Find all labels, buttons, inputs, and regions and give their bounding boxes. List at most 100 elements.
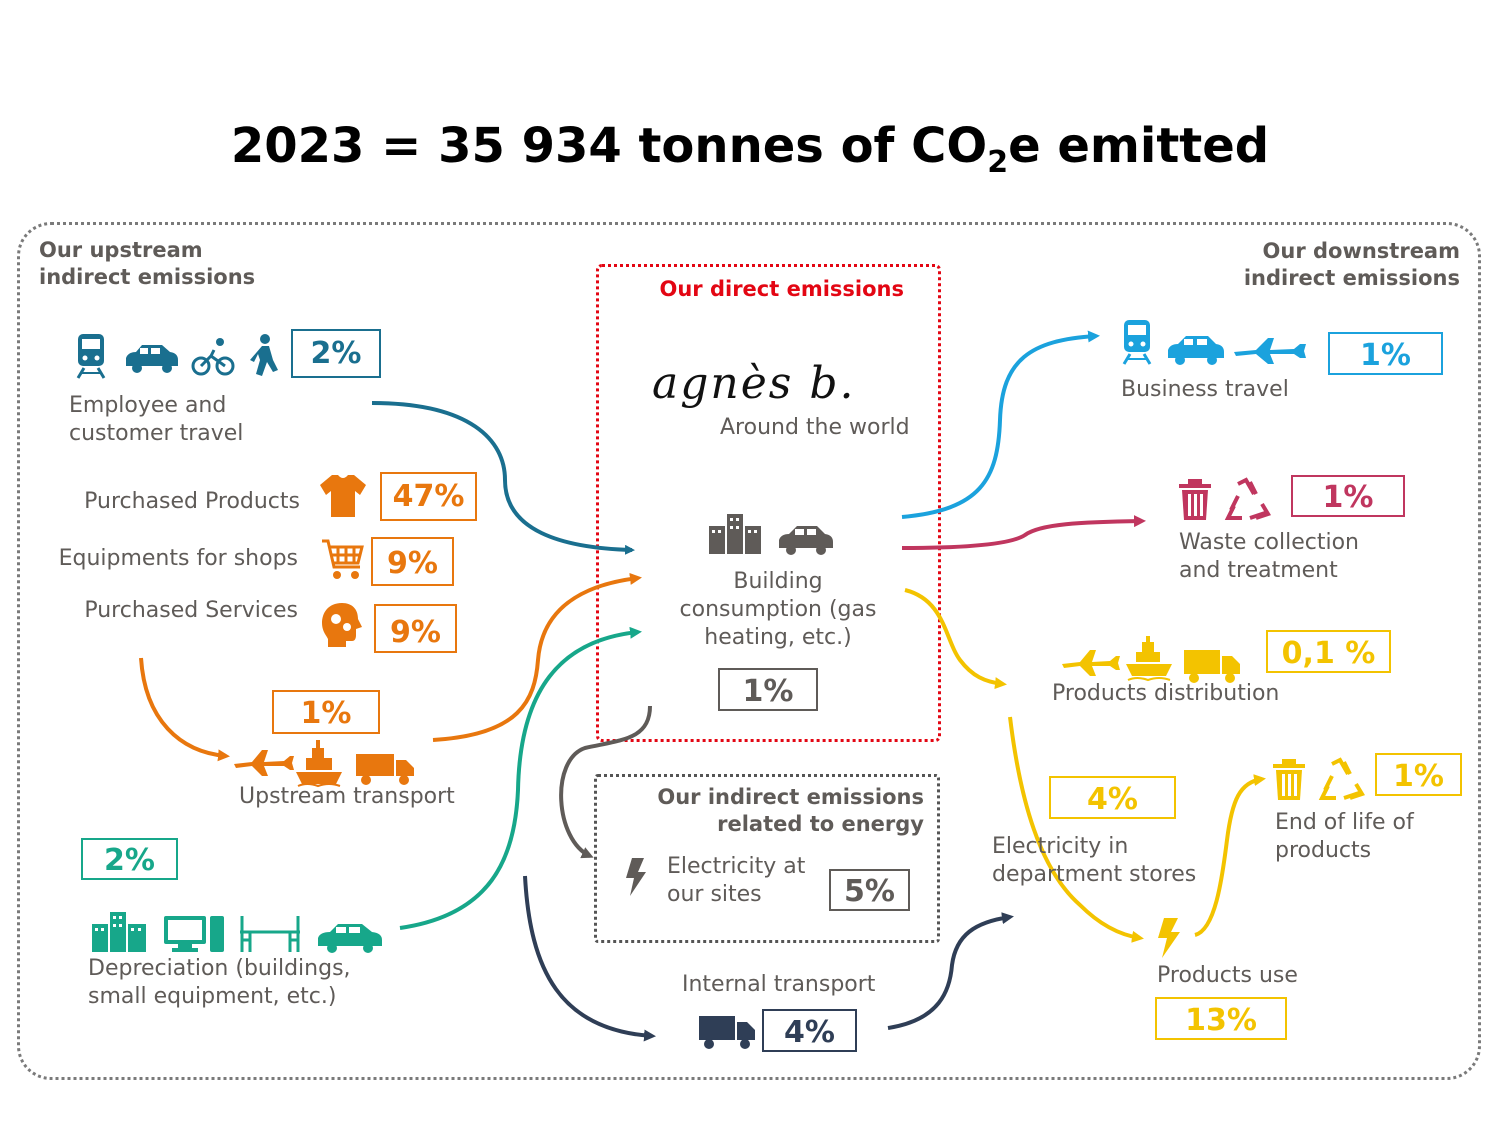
arrow-employee-travel [371,401,635,555]
distribution-label: Products distribution [1052,681,1280,706]
ship-icon [1126,636,1172,682]
downstream-heading-line2: indirect emissions [1243,266,1460,290]
electricity-stores-label: Electricity in department stores [992,833,1196,889]
end-of-life-label-line2: products [1275,838,1372,863]
equipments-label: Equipments for shops [58,546,298,571]
business-travel-pct: 1% [1328,332,1443,375]
depreciation-label: Depreciation (buildings, small equipment… [88,955,351,1011]
purchased-products-pct: 47% [380,472,477,521]
arrow-business-travel [901,330,1100,519]
plane-icon [1062,650,1120,676]
bicycle-icon [191,338,235,376]
head-gears-icon [322,603,362,647]
arrow-purchases-transport [139,657,230,762]
upstream-transport-icons [234,740,414,788]
upstream-heading-line1: Our upstream [39,238,203,262]
car-icon [779,526,833,555]
building-car-icons [709,514,833,555]
upstream-heading-line2: indirect emissions [39,265,256,289]
services-pct: 9% [374,604,457,653]
products-use-label: Products use [1157,963,1298,988]
electricity-stores-label-line1: Electricity in [992,834,1129,859]
services-label: Purchased Services [84,598,298,623]
arrow-transport-direct [432,573,642,742]
train-icon [76,334,106,379]
buildings-icon [709,514,761,554]
equipments-pct: 9% [371,537,454,586]
truck-icon [356,754,414,785]
electricity-sites-label: Electricity at our sites [667,853,805,909]
electricity-sites-label-line1: Electricity at [667,854,806,879]
upstream-transport-pct: 1% [272,690,380,734]
depreciation-icons [92,912,382,953]
waste-pct: 1% [1291,475,1405,517]
page-title: 2023 = 35 934 tonnes of CO2e emitted [0,118,1500,180]
internal-transport-label: Internal transport [682,972,876,997]
energy-heading: Our indirect emissions related to energy [620,784,924,838]
electricity-sites-label-line2: our sites [667,882,762,907]
distribution-icons [1062,636,1240,683]
recycle-icon [1224,477,1271,520]
end-of-life-label-line1: End of life of [1275,810,1414,835]
plane-icon [1234,338,1306,364]
title-subscript: 2 [987,145,1009,180]
tshirt-icon [320,475,366,517]
depreciation-label-line2: small equipment, etc.) [88,984,337,1009]
direct-emissions-frame [596,264,941,742]
employee-travel-icons [76,334,278,379]
arrow-waste [901,515,1146,550]
car-icon [1168,336,1224,365]
energy-emissions-frame [594,774,940,943]
buildings-icon [92,912,146,952]
trash-icon [1179,479,1211,520]
employee-travel-pct: 2% [291,329,381,378]
building-label-line1: Building [733,569,823,594]
truck-icon [699,1016,755,1049]
waste-icons [1179,477,1271,520]
upstream-transport-label: Upstream transport [239,784,455,809]
upstream-heading: Our upstream indirect emissions [39,237,255,291]
lightning-icon [626,858,646,896]
lightning-icon [1158,918,1180,958]
energy-heading-line2: related to energy [717,812,924,836]
table-chairs-icon [240,916,300,952]
car-icon [318,924,382,953]
arrow-electricity-sites [559,705,652,859]
building-pct: 1% [718,668,818,711]
train-icon [1122,320,1152,365]
computer-icon [164,916,224,952]
depreciation-label-line1: Depreciation (buildings, [88,956,351,981]
car-icon [126,345,178,373]
brand-signature-logo: agnès b. [652,358,856,409]
direct-heading: Our direct emissions [659,277,905,301]
shopping-cart-icon [322,539,364,579]
end-of-life-pct: 1% [1375,753,1462,796]
distribution-pct: 0,1 % [1266,630,1391,673]
trash-icon [1273,759,1305,800]
employee-travel-label-line1: Employee and [69,393,227,418]
depreciation-pct: 2% [81,838,178,880]
internal-transport-pct: 4% [762,1009,857,1052]
waste-label: Waste collection and treatment [1179,529,1359,585]
business-travel-icons [1122,320,1306,365]
purchased-products-label: Purchased Products [84,489,300,514]
arrow-depreciation [399,626,642,930]
arrow-internal-transport [523,875,656,1042]
employee-travel-label: Employee and customer travel [69,392,243,448]
end-of-life-icons [1273,757,1365,800]
truck-icon [1184,650,1240,683]
outer-frame [17,222,1481,1080]
end-of-life-label: End of life of products [1275,809,1414,865]
brand-caption: Around the world [720,415,910,440]
arrow-end-of-life [1194,774,1266,937]
electricity-stores-pct: 4% [1049,776,1176,819]
downstream-heading-line1: Our downstream [1262,239,1460,263]
employee-travel-label-line2: customer travel [69,421,244,446]
building-label-line2: consumption (gas [679,597,877,622]
pedestrian-icon [250,334,278,376]
products-use-pct: 13% [1155,997,1287,1040]
recycle-icon [1318,757,1365,800]
arrow-products-use [1008,716,1144,943]
arrow-distribution [904,588,1007,690]
